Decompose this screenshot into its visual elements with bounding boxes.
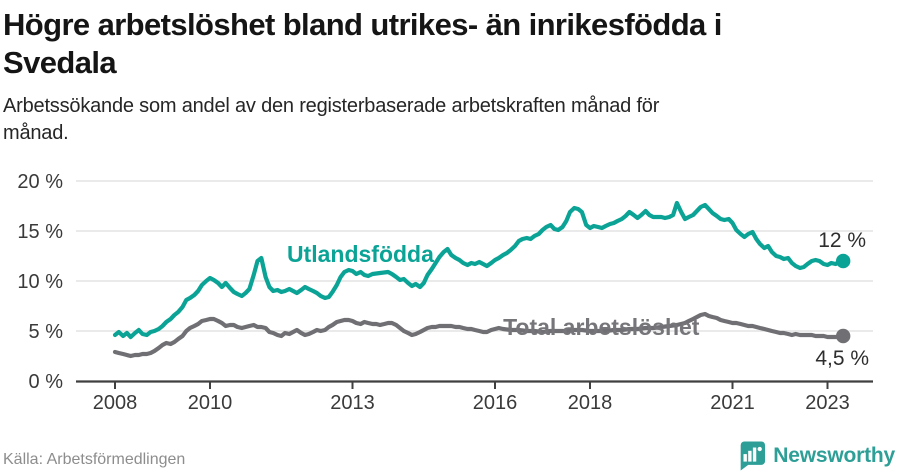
x-tick-label: 2021 — [710, 392, 755, 414]
end-value-label-total-arbetsl-shet: 4,5 % — [815, 347, 869, 370]
subtitle-line-2: månad. — [3, 122, 69, 144]
series-lines — [112, 200, 846, 359]
x-tick-label: 2023 — [805, 392, 850, 414]
x-tick-label: 2013 — [330, 392, 375, 414]
y-tick-label: 5 % — [29, 321, 64, 343]
page-title: Högre arbetslöshet bland utrikes- än inr… — [3, 6, 897, 82]
series-labels: Total arbetslöshet Utlandsfödda — [287, 241, 700, 340]
series-line-utlandsf-dda — [112, 200, 846, 340]
end-value-label-utlandsf-dda: 12 % — [818, 229, 866, 252]
chart-subtitle: Arbetssökande som andel av den registerb… — [3, 93, 897, 147]
y-tick-label: 20 % — [17, 171, 63, 193]
newsworthy-bubble-chart-icon — [740, 441, 766, 471]
newsworthy-wordmark: Newsworthy — [773, 443, 895, 467]
icon-bar-tall — [753, 447, 757, 462]
y-tick-label: 15 % — [17, 221, 63, 243]
chart-header: Högre arbetslöshet bland utrikes- än inr… — [3, 6, 897, 147]
series-end-dots — [835, 253, 851, 344]
gridlines — [76, 180, 873, 332]
series-line-total-arbetsl-shet — [112, 311, 846, 359]
title-line-1: Högre arbetslöshet bland utrikes- än inr… — [3, 7, 722, 42]
source-note: Källa: Arbetsförmedlingen — [3, 451, 186, 468]
title-line-2: Svedala — [3, 45, 117, 80]
x-tick-label: 2016 — [473, 392, 518, 414]
x-tick-label: 2010 — [188, 392, 233, 414]
x-axis: 2008 2010 2013 2016 2018 2021 2023 — [76, 380, 873, 414]
newsworthy-logo: Newsworthy — [736, 440, 895, 471]
icon-bar-medium — [748, 450, 752, 462]
x-tick-label: 2008 — [93, 392, 138, 414]
series-end-dot-total-arbetsl-shet — [835, 328, 851, 344]
icon-bar-short — [743, 454, 748, 462]
end-value-labels: 4,5 % 12 % — [815, 229, 869, 370]
series-label-total-arbetsl-shet: Total arbetslöshet — [503, 314, 700, 340]
y-tick-label: 0 % — [29, 371, 64, 393]
icon-dot — [757, 446, 763, 452]
series-label-utlandsf-dda: Utlandsfödda — [287, 241, 434, 267]
y-tick-label: 10 % — [17, 271, 63, 293]
subtitle-line-1: Arbetssökande som andel av den registerb… — [3, 95, 660, 117]
series-end-dot-utlandsf-dda — [835, 253, 851, 269]
x-tick-label: 2018 — [568, 392, 613, 414]
y-axis-labels: 0 % 5 % 10 % 15 % 20 % — [17, 171, 63, 393]
